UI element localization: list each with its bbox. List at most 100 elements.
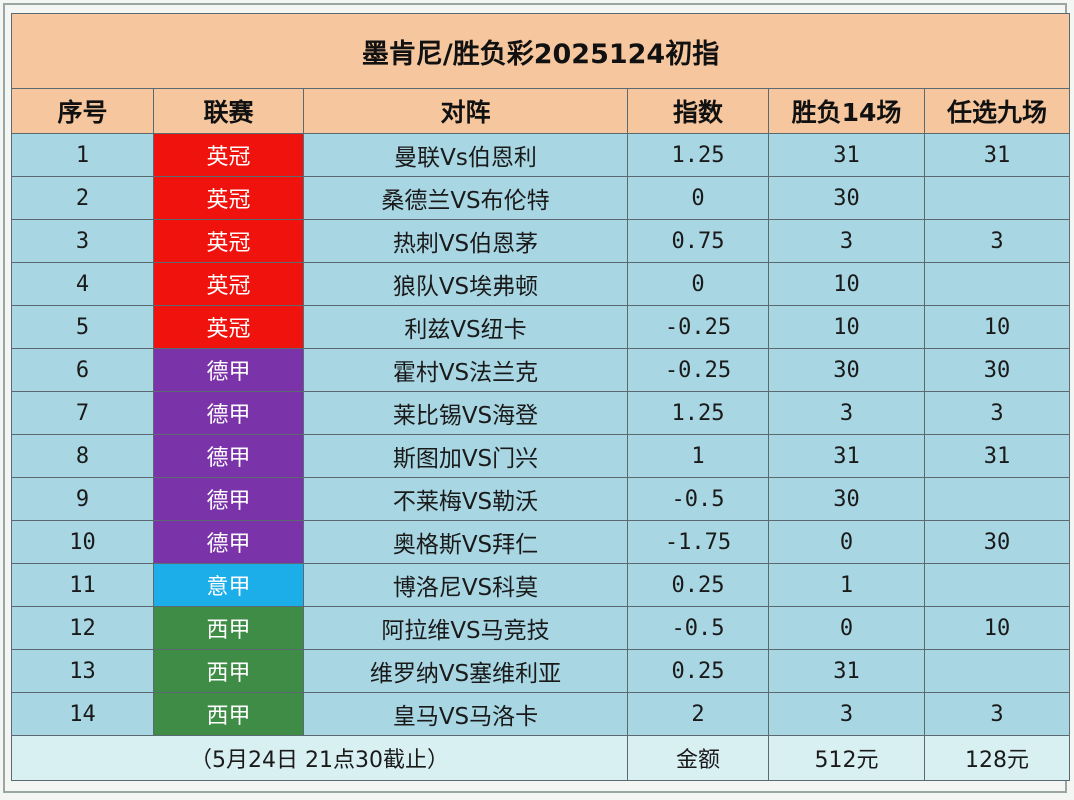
row-s14: 10 bbox=[768, 305, 925, 349]
row-r9: 30 bbox=[923, 520, 1071, 564]
row-match: 博洛尼VS科莫 bbox=[303, 563, 628, 607]
header-row: 序号 联赛 对阵 指数 胜负14场 任选九场 bbox=[11, 88, 1071, 134]
table-row: 4 英冠 狼队VS埃弗顿 0 10 bbox=[11, 262, 1071, 306]
row-no: 5 bbox=[11, 305, 154, 349]
row-r9: 10 bbox=[923, 606, 1071, 650]
table-title: 墨肯尼/胜负彩2025124初指 bbox=[10, 13, 1071, 89]
row-league: 德甲 bbox=[153, 520, 304, 564]
table-frame: 墨肯尼/胜负彩2025124初指 序号 联赛 对阵 指数 胜负14场 任选九场 … bbox=[3, 3, 1071, 793]
row-league: 英冠 bbox=[153, 219, 304, 263]
row-league: 英冠 bbox=[153, 133, 304, 177]
row-r9: 30 bbox=[923, 348, 1071, 392]
s14-amount: 512元 bbox=[768, 735, 925, 781]
row-no: 6 bbox=[11, 348, 154, 392]
table-row: 11 意甲 博洛尼VS科莫 0.25 1 bbox=[11, 563, 1071, 607]
table-row: 6 德甲 霍村VS法兰克 -0.25 30 30 bbox=[11, 348, 1071, 392]
row-index: 1.25 bbox=[627, 133, 769, 177]
row-index: 0.25 bbox=[627, 649, 769, 693]
row-no: 12 bbox=[11, 606, 154, 650]
row-s14: 30 bbox=[768, 176, 925, 220]
row-match: 曼联Vs伯恩利 bbox=[303, 133, 628, 177]
lottery-table: 墨肯尼/胜负彩2025124初指 序号 联赛 对阵 指数 胜负14场 任选九场 … bbox=[10, 13, 1071, 781]
row-no: 3 bbox=[11, 219, 154, 263]
row-index: -0.25 bbox=[627, 348, 769, 392]
row-league: 西甲 bbox=[153, 606, 304, 650]
header-r9: 任选九场 bbox=[923, 88, 1071, 134]
row-r9: 3 bbox=[923, 391, 1071, 435]
row-index: 0 bbox=[627, 176, 769, 220]
row-index: 2 bbox=[627, 692, 769, 736]
header-index: 指数 bbox=[627, 88, 769, 134]
r9-amount: 128元 bbox=[923, 735, 1071, 781]
row-match: 皇马VS马洛卡 bbox=[303, 692, 628, 736]
row-league: 西甲 bbox=[153, 649, 304, 693]
row-r9: 31 bbox=[923, 434, 1071, 478]
row-match: 狼队VS埃弗顿 bbox=[303, 262, 628, 306]
row-no: 7 bbox=[11, 391, 154, 435]
row-match: 斯图加VS门兴 bbox=[303, 434, 628, 478]
row-r9 bbox=[923, 563, 1071, 607]
row-s14: 10 bbox=[768, 262, 925, 306]
row-match: 桑德兰VS布伦特 bbox=[303, 176, 628, 220]
table-row: 9 德甲 不莱梅VS勒沃 -0.5 30 bbox=[11, 477, 1071, 521]
row-no: 14 bbox=[11, 692, 154, 736]
row-league: 英冠 bbox=[153, 262, 304, 306]
table-row: 12 西甲 阿拉维VS马竞技 -0.5 0 10 bbox=[11, 606, 1071, 650]
row-r9 bbox=[923, 649, 1071, 693]
table-row: 8 德甲 斯图加VS门兴 1 31 31 bbox=[11, 434, 1071, 478]
row-s14: 3 bbox=[768, 219, 925, 263]
row-league: 西甲 bbox=[153, 692, 304, 736]
row-r9: 3 bbox=[923, 692, 1071, 736]
row-index: -0.5 bbox=[627, 477, 769, 521]
row-league: 意甲 bbox=[153, 563, 304, 607]
row-index: -1.75 bbox=[627, 520, 769, 564]
row-no: 13 bbox=[11, 649, 154, 693]
row-r9: 10 bbox=[923, 305, 1071, 349]
row-league: 英冠 bbox=[153, 176, 304, 220]
row-s14: 1 bbox=[768, 563, 925, 607]
row-index: 0.25 bbox=[627, 563, 769, 607]
row-league: 德甲 bbox=[153, 477, 304, 521]
row-index: -0.5 bbox=[627, 606, 769, 650]
row-match: 维罗纳VS塞维利亚 bbox=[303, 649, 628, 693]
row-s14: 30 bbox=[768, 348, 925, 392]
row-match: 霍村VS法兰克 bbox=[303, 348, 628, 392]
header-no: 序号 bbox=[11, 88, 154, 134]
table-body: 1 英冠 曼联Vs伯恩利 1.25 31 31 2 英冠 桑德兰VS布伦特 0 30 3 英冠 热刺VS伯… bbox=[11, 133, 1071, 736]
row-match: 利兹VS纽卡 bbox=[303, 305, 628, 349]
row-s14: 31 bbox=[768, 133, 925, 177]
row-s14: 0 bbox=[768, 606, 925, 650]
row-league: 英冠 bbox=[153, 305, 304, 349]
row-match: 不莱梅VS勒沃 bbox=[303, 477, 628, 521]
header-match: 对阵 bbox=[303, 88, 628, 134]
row-r9: 3 bbox=[923, 219, 1071, 263]
row-no: 2 bbox=[11, 176, 154, 220]
row-match: 奥格斯VS拜仁 bbox=[303, 520, 628, 564]
row-r9: 31 bbox=[923, 133, 1071, 177]
row-league: 德甲 bbox=[153, 348, 304, 392]
table-row: 14 西甲 皇马VS马洛卡 2 3 3 bbox=[11, 692, 1071, 736]
header-league: 联赛 bbox=[153, 88, 304, 134]
table-row: 7 德甲 莱比锡VS海登 1.25 3 3 bbox=[11, 391, 1071, 435]
table-row: 5 英冠 利兹VS纽卡 -0.25 10 10 bbox=[11, 305, 1071, 349]
table-row: 13 西甲 维罗纳VS塞维利亚 0.25 31 bbox=[11, 649, 1071, 693]
row-index: -0.25 bbox=[627, 305, 769, 349]
header-s14: 胜负14场 bbox=[768, 88, 925, 134]
row-s14: 30 bbox=[768, 477, 925, 521]
row-match: 莱比锡VS海登 bbox=[303, 391, 628, 435]
row-s14: 3 bbox=[768, 391, 925, 435]
table-row: 10 德甲 奥格斯VS拜仁 -1.75 0 30 bbox=[11, 520, 1071, 564]
row-league: 德甲 bbox=[153, 391, 304, 435]
footer-row: （5月24日 21点30截止） 金额 512元 128元 bbox=[11, 735, 1071, 781]
row-s14: 31 bbox=[768, 649, 925, 693]
row-s14: 0 bbox=[768, 520, 925, 564]
row-no: 1 bbox=[11, 133, 154, 177]
row-no: 10 bbox=[11, 520, 154, 564]
row-match: 热刺VS伯恩茅 bbox=[303, 219, 628, 263]
row-index: 0.75 bbox=[627, 219, 769, 263]
table-row: 1 英冠 曼联Vs伯恩利 1.25 31 31 bbox=[11, 133, 1071, 177]
row-s14: 3 bbox=[768, 692, 925, 736]
row-r9 bbox=[923, 176, 1071, 220]
row-index: 1 bbox=[627, 434, 769, 478]
row-index: 0 bbox=[627, 262, 769, 306]
